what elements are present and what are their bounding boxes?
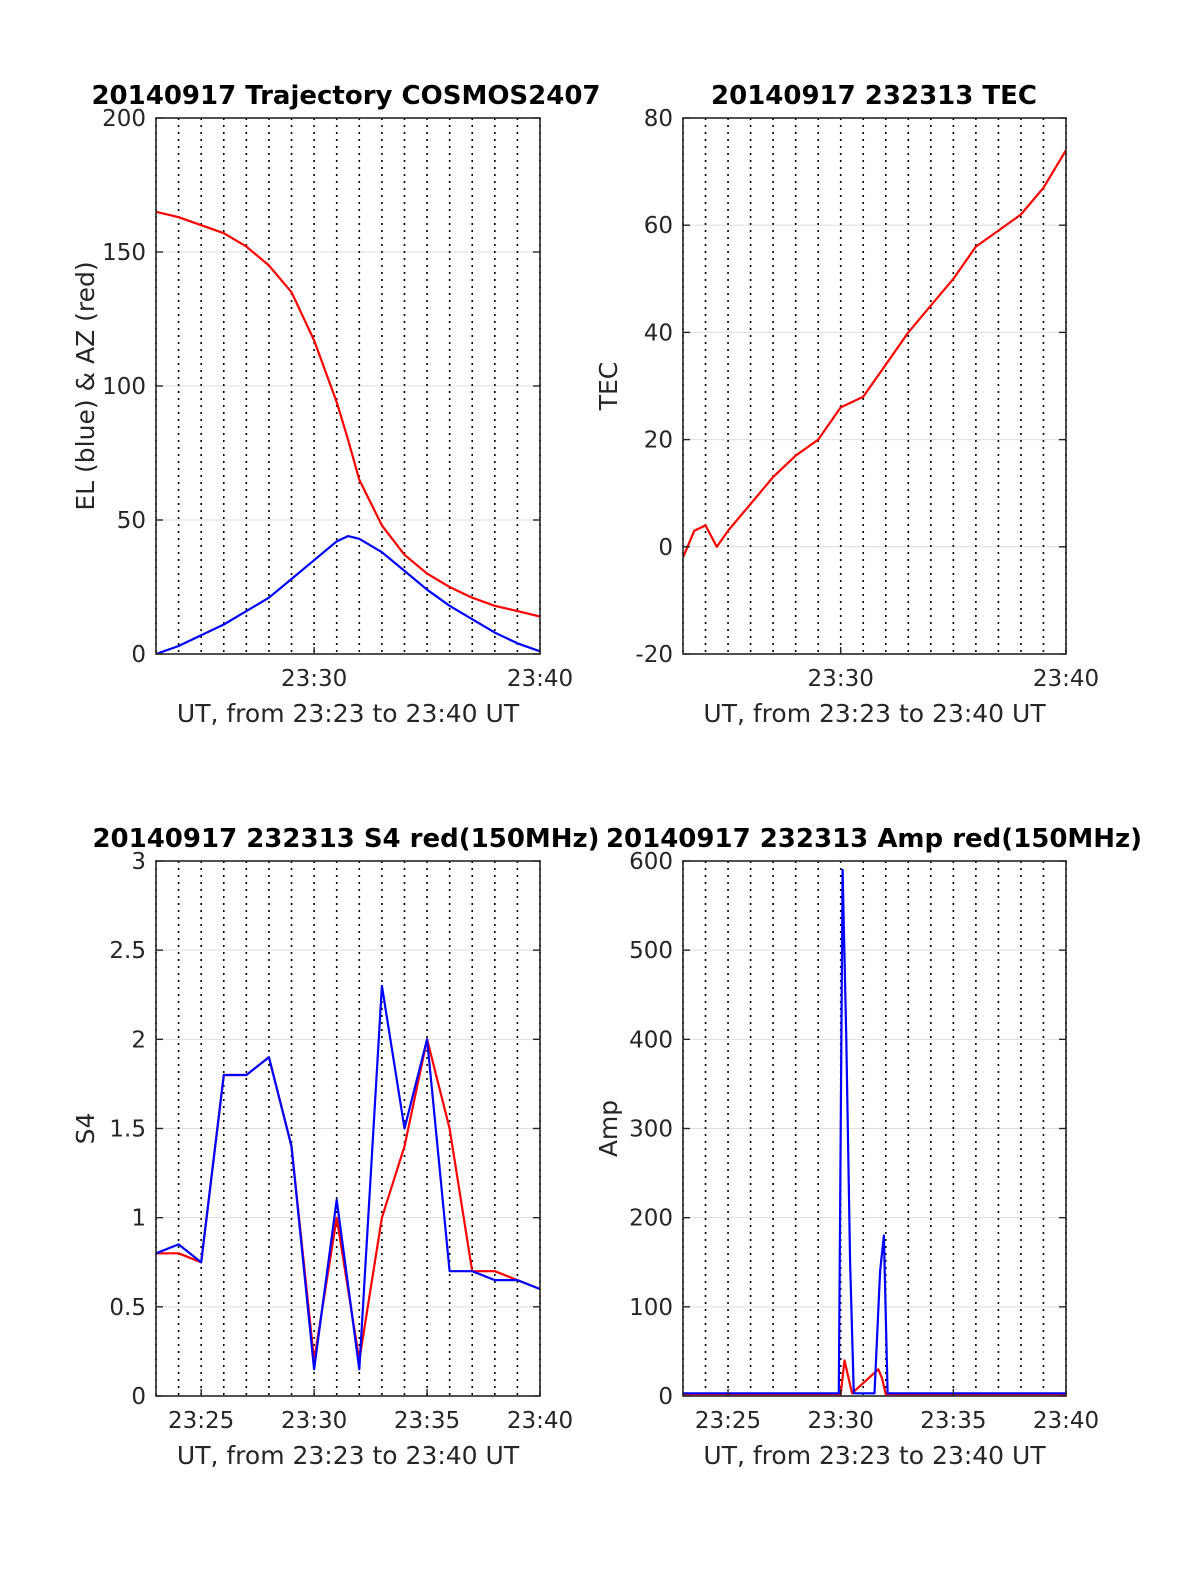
amp-xtick-label-2: 23:35 xyxy=(920,1408,986,1434)
trajectory-ytick-label-4: 200 xyxy=(102,106,146,132)
trajectory-ytick-label-2: 100 xyxy=(102,374,146,400)
amp-ytick-label-3: 300 xyxy=(629,1117,673,1143)
trajectory-plot-area xyxy=(155,117,541,655)
tec-xlabel: UT, from 23:23 to 23:40 UT xyxy=(703,699,1046,728)
amp-ytick-label-0: 0 xyxy=(658,1384,673,1410)
s4-xtick-label-1: 23:30 xyxy=(281,1408,347,1434)
amp-xtick-label-0: 23:25 xyxy=(695,1408,761,1434)
trajectory-series-blue xyxy=(156,534,540,654)
trajectory-xlabel: UT, from 23:23 to 23:40 UT xyxy=(177,699,520,728)
s4-ytick-label-3: 1.5 xyxy=(109,1117,146,1143)
amp-title: 20140917 232313 Amp red(150MHz) xyxy=(606,824,1142,854)
s4-plot-area xyxy=(155,860,541,1397)
tec-ytick-label-3: 40 xyxy=(644,320,673,346)
trajectory-ytick-label-3: 150 xyxy=(102,240,146,266)
tec-series-red xyxy=(683,149,1066,558)
amp-ytick-label-5: 500 xyxy=(629,938,673,964)
s4-xtick-label-2: 23:35 xyxy=(394,1408,460,1434)
s4-ylabel: S4 xyxy=(71,1113,100,1145)
tec-axes-frame xyxy=(682,117,1067,655)
amp-plot-area xyxy=(682,860,1067,1397)
tec-ylabel: TEC xyxy=(594,362,623,412)
trajectory-panel: 20140917 Trajectory COSMOS2407 UT, from … xyxy=(71,81,601,728)
tec-ytick-label-1: 0 xyxy=(658,535,673,561)
tec-xtick-label-1: 23:40 xyxy=(1033,666,1099,692)
trajectory-ylabel: EL (blue) & AZ (red) xyxy=(71,261,100,510)
amp-ytick-label-1: 100 xyxy=(629,1295,673,1321)
amp-series-blue xyxy=(683,868,1066,1395)
amp-ytick-label-4: 400 xyxy=(629,1027,673,1053)
s4-ytick-label-5: 2.5 xyxy=(109,938,146,964)
s4-xtick-label-3: 23:40 xyxy=(507,1408,573,1434)
s4-xtick-label-0: 23:25 xyxy=(168,1408,234,1434)
amp-ytick-label-2: 200 xyxy=(629,1206,673,1232)
tec-ytick-label-0: -20 xyxy=(635,642,673,668)
s4-panel: 20140917 232313 S4 red(150MHz) UT, from … xyxy=(71,824,600,1470)
s4-series-blue xyxy=(156,984,540,1371)
tec-ytick-label-2: 20 xyxy=(644,428,673,454)
trajectory-title: 20140917 Trajectory COSMOS2407 xyxy=(91,81,600,111)
trajectory-ytick-label-1: 50 xyxy=(117,508,146,534)
tec-ytick-label-5: 80 xyxy=(644,106,673,132)
tec-plot-area xyxy=(682,117,1067,655)
s4-xlabel: UT, from 23:23 to 23:40 UT xyxy=(177,1441,520,1470)
amp-ylabel: Amp xyxy=(594,1100,623,1157)
s4-title: 20140917 232313 S4 red(150MHz) xyxy=(92,824,599,854)
amp-panel: 20140917 232313 Amp red(150MHz) UT, from… xyxy=(594,824,1142,1470)
tec-plot-background xyxy=(683,118,1066,654)
s4-ytick-label-2: 1 xyxy=(131,1206,146,1232)
s4-ytick-label-1: 0.5 xyxy=(109,1295,146,1321)
amp-series-red xyxy=(683,1359,1066,1396)
tec-xtick-label-0: 23:30 xyxy=(808,666,874,692)
s4-ytick-label-4: 2 xyxy=(131,1027,146,1053)
amp-xlabel: UT, from 23:23 to 23:40 UT xyxy=(703,1441,1046,1470)
amp-xtick-label-1: 23:30 xyxy=(808,1408,874,1434)
amp-xtick-label-3: 23:40 xyxy=(1033,1408,1099,1434)
trajectory-series-red xyxy=(156,210,540,618)
tec-panel: 20140917 232313 TEC UT, from 23:23 to 23… xyxy=(594,81,1099,728)
trajectory-xtick-label-0: 23:30 xyxy=(281,666,347,692)
s4-ytick-label-0: 0 xyxy=(131,1384,146,1410)
tec-title: 20140917 232313 TEC xyxy=(711,81,1037,111)
amp-ytick-label-6: 600 xyxy=(629,849,673,875)
tec-ytick-label-4: 60 xyxy=(644,213,673,239)
s4-ytick-label-6: 3 xyxy=(131,849,146,875)
trajectory-ytick-label-0: 0 xyxy=(131,642,146,668)
trajectory-xtick-label-1: 23:40 xyxy=(507,666,573,692)
